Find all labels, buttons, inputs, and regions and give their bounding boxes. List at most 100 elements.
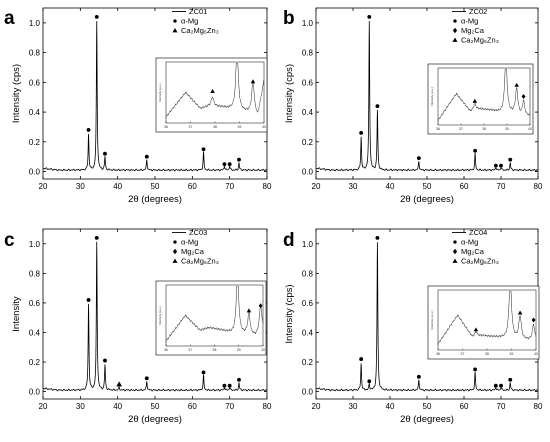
phase-marker-circle [375, 104, 380, 109]
x-tick-label: 50 [151, 182, 160, 191]
phase-marker-circle [473, 148, 478, 153]
phase-marker-circle [227, 383, 232, 388]
phase-marker-circle [508, 377, 513, 382]
y-tick-label: 1.0 [302, 240, 314, 249]
y-tick-label: 0.0 [302, 168, 314, 177]
x-tick-label: 70 [225, 182, 234, 191]
phase-marker-circle [227, 162, 232, 167]
inset-y-axis-title: Intensity (a.u.) [430, 87, 434, 106]
panel-letter: a [4, 8, 15, 29]
y-tick-label: 1.0 [29, 240, 41, 249]
inset-x-tick-label: 40 [528, 127, 532, 131]
x-tick-label: 50 [423, 182, 432, 191]
legend-circle-icon [453, 19, 457, 23]
y-tick-label: 0.2 [29, 138, 41, 147]
legend-phase-label: α-Mg [181, 17, 198, 26]
x-tick-label: 30 [349, 402, 358, 411]
x-tick-label: 80 [263, 182, 272, 191]
inset-marker-triangle [473, 327, 479, 332]
inset-marker-triangle [514, 82, 519, 87]
x-tick-label: 80 [534, 182, 543, 191]
inset-marker-triangle [250, 79, 256, 84]
y-tick-label: 0.6 [302, 78, 314, 87]
inset-marker-triangle [210, 89, 215, 93]
x-tick-label: 50 [423, 402, 432, 411]
y-tick-label: 0.0 [302, 388, 314, 397]
phase-marker-circle [201, 370, 206, 375]
phase-marker-circle [367, 15, 372, 19]
phase-marker-circle [416, 374, 421, 379]
phase-marker-circle [473, 367, 478, 372]
x-tick-label: 60 [188, 402, 197, 411]
y-tick-label: 0.6 [302, 299, 314, 308]
x-axis-title: 2θ (degrees) [128, 414, 182, 425]
inset-x-tick-label: 36 [436, 352, 440, 356]
legend-phase-label: Ca₂Mg₆Zn₃ [181, 257, 219, 266]
legend-phase-label: α-Mg [461, 17, 478, 26]
phase-marker-circle [103, 151, 107, 156]
y-tick-label: 0.2 [302, 358, 314, 367]
inset-marker-triangle [517, 310, 523, 315]
x-tick-label: 70 [497, 402, 506, 411]
phase-marker-circle [86, 298, 91, 302]
inset-series-line [165, 62, 265, 118]
y-tick-label: 0.0 [29, 168, 41, 177]
legend-phase-label: Mg₂Ca [461, 247, 485, 256]
y-tick-label: 0.4 [29, 328, 41, 337]
legend-phase-label: Mg₂Ca [181, 247, 205, 256]
panel-d: 20 30 40 50 60 70 80 0.0 0.2 0.4 0.6 0.8 1.0 2θ (degr… [283, 228, 543, 425]
inset-zoom: 36 37 38 39 40 Intensity (a.u.) [155, 280, 267, 356]
inset-x-tick-label: 40 [262, 125, 266, 129]
legend-series-label: ZC03 [189, 228, 207, 237]
phase-marker-triangle [116, 381, 123, 387]
inset-background [427, 63, 534, 135]
x-tick-label: 50 [151, 402, 160, 411]
phase-marker-circle [103, 358, 107, 363]
inset-marker-diamond [258, 303, 263, 309]
y-tick-label: 0.8 [302, 49, 314, 58]
phase-marker-circle [499, 383, 503, 388]
phase-marker-circle [237, 377, 241, 382]
y-tick-label: 0.6 [29, 299, 41, 308]
x-tick-label: 30 [76, 182, 85, 191]
legend-phase-label: Ca₂Mg₆Zn₃ [181, 26, 219, 35]
phase-marker-circle [367, 379, 372, 384]
phase-marker-circle [201, 147, 206, 152]
legend-triangle-icon [172, 258, 178, 263]
phase-marker-circle [508, 157, 513, 162]
panel-a: 20 30 40 50 60 70 80 0.0 0.2 0.4 0.6 0.8 1.0 2θ (degr… [4, 7, 272, 205]
inset-background [155, 57, 268, 133]
y-tick-label: 0.2 [302, 138, 314, 147]
phase-marker-circle [86, 128, 91, 132]
inset-x-tick-label: 38 [482, 127, 486, 131]
panel-letter: d [283, 230, 295, 251]
inset-x-tick-label: 37 [188, 348, 192, 352]
xrd-series-line [42, 241, 268, 392]
x-tick-label: 20 [39, 182, 48, 191]
x-tick-label: 80 [534, 402, 543, 411]
inset-x-tick-label: 36 [164, 348, 168, 352]
y-tick-label: 0.8 [29, 49, 41, 58]
x-tick-label: 40 [113, 402, 122, 411]
x-tick-label: 40 [386, 402, 395, 411]
y-axis-title: Intensity [11, 296, 22, 332]
x-tick-label: 20 [312, 402, 321, 411]
inset-x-tick-label: 37 [189, 125, 193, 129]
legend-circle-icon [453, 240, 457, 244]
inset-zoom: 36 37 38 39 40 Intensity (a.u.) [427, 63, 534, 135]
x-tick-label: 40 [113, 182, 122, 191]
legend-diamond-icon [452, 27, 458, 34]
inset-x-tick-label: 39 [238, 125, 242, 129]
x-tick-label: 80 [263, 402, 272, 411]
x-tick-label: 60 [460, 182, 469, 191]
x-tick-label: 60 [188, 182, 197, 191]
legend-phase-label: α-Mg [461, 238, 478, 247]
panel-b: 20 30 40 50 60 70 80 0.0 0.2 0.4 0.6 0.8 1.0 2θ (degr… [283, 7, 543, 205]
xrd-series-line [42, 21, 268, 172]
legend-diamond-icon [172, 248, 178, 255]
x-axis-title: 2θ (degrees) [128, 194, 182, 205]
panel-letter: b [283, 8, 295, 29]
y-tick-label: 0.8 [29, 269, 41, 278]
x-tick-label: 30 [76, 402, 85, 411]
legend-series-label: ZC01 [189, 7, 207, 16]
